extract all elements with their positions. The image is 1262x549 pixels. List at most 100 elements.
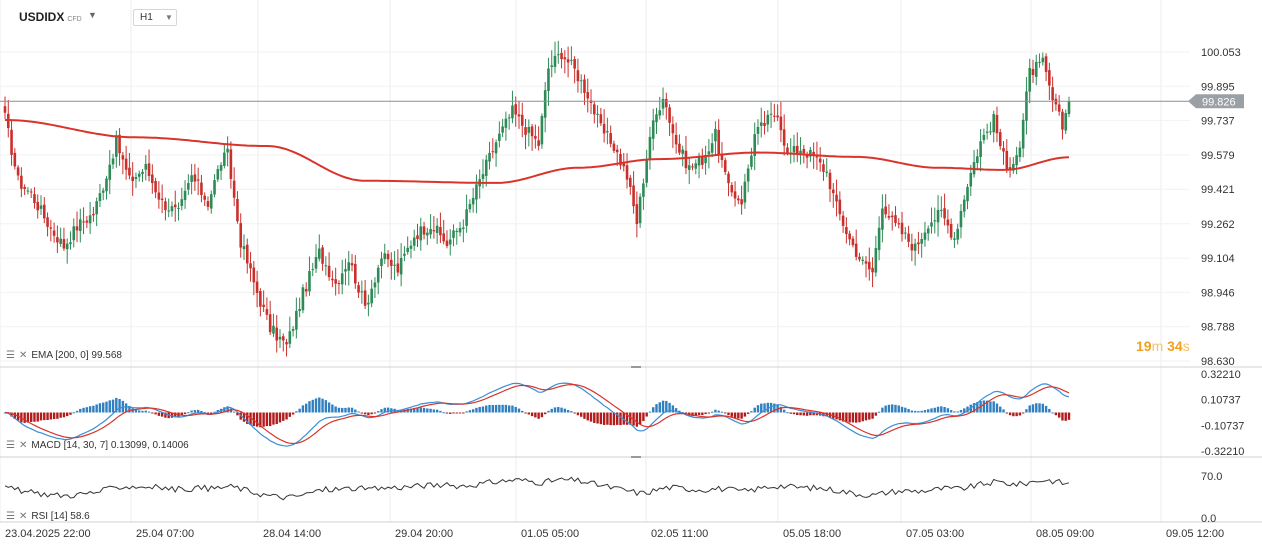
candle-body[interactable] xyxy=(301,287,305,311)
pane-resize-handle[interactable] xyxy=(631,366,641,368)
candle-body[interactable] xyxy=(674,134,678,145)
candle-body[interactable] xyxy=(1018,147,1022,158)
candle-body[interactable] xyxy=(629,177,632,187)
candle-body[interactable] xyxy=(98,193,102,202)
candle-body[interactable] xyxy=(877,227,881,251)
candle-body[interactable] xyxy=(619,153,622,166)
candle-body[interactable] xyxy=(1031,69,1035,76)
candle-body[interactable] xyxy=(324,265,328,267)
candle-body[interactable] xyxy=(1061,111,1064,130)
candle-body[interactable] xyxy=(255,281,259,294)
candle-body[interactable] xyxy=(596,113,599,115)
candle-body[interactable] xyxy=(612,143,616,151)
candle-body[interactable] xyxy=(910,244,914,251)
candle-body[interactable] xyxy=(344,269,347,272)
candle-body[interactable] xyxy=(268,314,272,333)
candle-body[interactable] xyxy=(29,191,33,193)
candle-body[interactable] xyxy=(435,225,439,233)
candle-body[interactable] xyxy=(334,279,337,284)
candle-body[interactable] xyxy=(406,247,409,252)
candle-body[interactable] xyxy=(818,158,822,163)
candle-body[interactable] xyxy=(995,114,999,134)
candle-body[interactable] xyxy=(913,243,917,251)
candle-body[interactable] xyxy=(262,304,265,308)
candle-body[interactable] xyxy=(147,163,151,176)
candle-body[interactable] xyxy=(115,135,118,157)
candle-body[interactable] xyxy=(576,70,580,82)
candle-body[interactable] xyxy=(49,227,53,229)
candle-body[interactable] xyxy=(196,179,200,181)
candle-body[interactable] xyxy=(792,146,796,153)
candle-body[interactable] xyxy=(180,199,184,207)
candle-body[interactable] xyxy=(553,55,557,67)
candle-body[interactable] xyxy=(894,215,897,223)
settings-icon[interactable]: ☰ xyxy=(6,511,15,522)
candle-body[interactable] xyxy=(295,310,298,330)
candle-body[interactable] xyxy=(285,342,288,345)
candle-body[interactable] xyxy=(815,156,819,158)
candle-body[interactable] xyxy=(455,230,459,232)
candle-body[interactable] xyxy=(432,230,436,232)
candle-body[interactable] xyxy=(579,80,583,82)
candle-body[interactable] xyxy=(462,227,465,229)
candle-body[interactable] xyxy=(566,59,570,63)
candle-body[interactable] xyxy=(488,152,491,162)
candle-body[interactable] xyxy=(26,190,30,192)
candle-body[interactable] xyxy=(82,221,85,223)
candle-body[interactable] xyxy=(95,201,98,215)
close-icon[interactable]: ✕ xyxy=(18,511,28,522)
candle-body[interactable] xyxy=(737,198,740,201)
candle-body[interactable] xyxy=(655,114,658,123)
candle-body[interactable] xyxy=(534,136,537,139)
candle-body[interactable] xyxy=(743,181,747,203)
candle-body[interactable] xyxy=(867,261,871,270)
candle-body[interactable] xyxy=(940,209,943,211)
candle-body[interactable] xyxy=(854,243,858,257)
candle-body[interactable] xyxy=(1064,113,1068,131)
candle-body[interactable] xyxy=(265,309,269,315)
candle-body[interactable] xyxy=(249,263,252,269)
candle-body[interactable] xyxy=(321,247,324,264)
candle-body[interactable] xyxy=(949,223,953,238)
candle-body[interactable] xyxy=(203,195,207,200)
candle-body[interactable] xyxy=(766,114,770,125)
candle-body[interactable] xyxy=(354,264,357,284)
candle-body[interactable] xyxy=(786,147,789,153)
candle-body[interactable] xyxy=(340,273,344,285)
macd-indicator-label[interactable]: ☰ ✕ MACD [14, 30, 7] 0.13099, 0.14006 xyxy=(6,440,189,451)
candle-body[interactable] xyxy=(1034,61,1038,77)
candle-body[interactable] xyxy=(583,79,586,93)
candle-body[interactable] xyxy=(314,257,318,269)
candle-body[interactable] xyxy=(36,201,40,211)
candle-body[interactable] xyxy=(969,172,973,187)
candle-body[interactable] xyxy=(756,126,760,134)
candle-body[interactable] xyxy=(154,181,157,193)
pane-resize-handle[interactable] xyxy=(631,456,641,458)
candle-body[interactable] xyxy=(845,227,848,235)
candle-body[interactable] xyxy=(439,226,442,236)
candle-body[interactable] xyxy=(13,152,17,167)
candle-body[interactable] xyxy=(527,126,531,133)
candle-body[interactable] xyxy=(537,140,540,146)
candle-body[interactable] xyxy=(763,122,766,126)
candle-body[interactable] xyxy=(101,190,105,193)
candle-body[interactable] xyxy=(838,199,842,215)
candle-body[interactable] xyxy=(799,150,802,154)
candle-body[interactable] xyxy=(730,185,734,193)
candle-body[interactable] xyxy=(59,238,62,244)
candle-body[interactable] xyxy=(717,129,720,155)
candle-body[interactable] xyxy=(399,257,403,275)
candle-body[interactable] xyxy=(412,237,416,246)
candle-body[interactable] xyxy=(668,107,671,123)
candle-body[interactable] xyxy=(118,134,121,154)
candle-body[interactable] xyxy=(85,220,89,223)
candle-body[interactable] xyxy=(442,233,445,242)
candle-body[interactable] xyxy=(779,116,783,131)
candle-body[interactable] xyxy=(602,123,606,134)
candle-body[interactable] xyxy=(252,267,256,283)
candle-body[interactable] xyxy=(684,150,688,169)
candle-body[interactable] xyxy=(697,156,701,166)
candle-body[interactable] xyxy=(272,325,275,334)
candle-body[interactable] xyxy=(458,228,462,233)
